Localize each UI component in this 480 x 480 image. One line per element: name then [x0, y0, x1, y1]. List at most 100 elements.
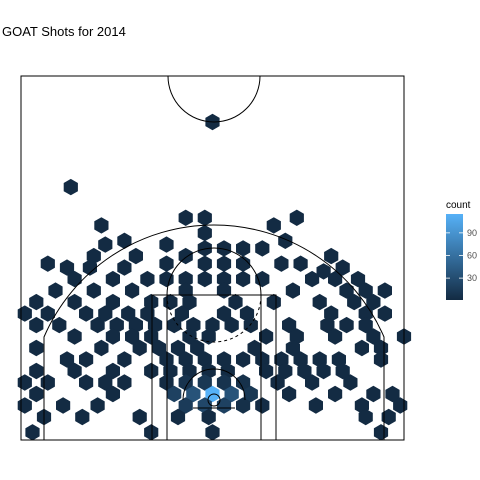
hex-bin: [385, 385, 400, 403]
hex-bin: [40, 305, 55, 322]
hex-bin: [243, 316, 258, 334]
hex-bin: [247, 339, 262, 357]
hex-bin: [105, 385, 120, 403]
legend-title: count: [446, 200, 471, 211]
hex-bin: [117, 374, 132, 391]
hex-bin: [328, 270, 343, 288]
hex-bin: [17, 374, 32, 391]
hex-bin: [236, 255, 251, 272]
hex-bin: [63, 178, 78, 196]
legend-tick-label: 60: [467, 250, 477, 260]
hex-bin: [236, 374, 251, 391]
hex-bin: [178, 374, 193, 391]
hex-bin: [236, 270, 251, 288]
hex-bin: [90, 316, 105, 334]
hex-bin: [316, 263, 331, 280]
hex-bin: [17, 397, 32, 414]
hex-bin: [324, 247, 339, 265]
hex-bin: [328, 385, 343, 403]
hex-bin: [105, 362, 120, 380]
hex-bin: [278, 232, 293, 249]
hex-bin: [358, 316, 373, 334]
hex-bin: [144, 424, 159, 441]
free-throw-circle-top: [166, 247, 262, 296]
hex-bin: [216, 240, 232, 257]
hex-bin: [79, 351, 94, 368]
hex-bin: [354, 339, 369, 357]
hex-bin: [121, 305, 136, 322]
legend-colorbar: [446, 214, 463, 300]
hex-bin: [40, 374, 55, 391]
hex-bin: [205, 424, 220, 441]
center-circle: [167, 75, 261, 123]
hex-bin: [216, 374, 232, 391]
hex-bin: [82, 259, 97, 276]
hex-bin: [373, 424, 389, 441]
hex-bin: [366, 328, 381, 345]
lane-inner: [166, 294, 262, 441]
hex-bin: [236, 240, 251, 257]
hex-bin: [377, 282, 392, 299]
hoop: [207, 393, 221, 407]
hex-bin: [305, 374, 320, 391]
hex-bin: [228, 293, 243, 311]
hex-bin: [224, 316, 239, 334]
hex-bin: [94, 339, 109, 357]
hex-bin: [105, 293, 120, 311]
hex-bin: [128, 247, 143, 265]
restricted-area-arc: [182, 368, 246, 401]
hex-bin: [236, 351, 251, 368]
hex-bin: [197, 209, 212, 226]
hex-bin: [216, 397, 232, 414]
hex-bin: [75, 408, 90, 426]
hexbin-layer: [17, 113, 412, 441]
hex-bin: [335, 259, 350, 276]
hex-bin: [132, 408, 147, 426]
free-throw-circle-bottom: [166, 294, 262, 343]
hex-bin: [29, 316, 44, 334]
hex-bin: [79, 374, 94, 391]
hex-bin: [178, 270, 193, 288]
hex-bin: [197, 224, 212, 242]
hex-bin: [282, 385, 297, 403]
hex-bin: [178, 397, 193, 414]
hex-bin: [308, 397, 323, 414]
hex-bin: [17, 305, 32, 322]
hex-bin: [86, 282, 101, 299]
hex-bin: [320, 316, 335, 334]
legend-ticks: 30 60 90: [446, 228, 477, 283]
hex-bin: [282, 316, 297, 334]
hex-bin: [377, 305, 392, 322]
hex-bin: [339, 316, 354, 334]
hex-bin: [59, 259, 75, 276]
hex-bin: [174, 305, 189, 322]
hex-bin: [105, 328, 120, 345]
hex-bin: [373, 351, 389, 368]
hex-bin: [339, 282, 354, 299]
hex-bin: [29, 385, 44, 403]
hex-bin: [94, 217, 109, 234]
chart-title: GOAT Shots for 2014: [2, 24, 126, 39]
hex-bin: [144, 362, 159, 380]
hex-bin: [197, 374, 212, 391]
hex-bin: [40, 255, 55, 272]
hex-bin: [117, 259, 132, 276]
hex-bin: [366, 385, 381, 403]
hex-bin: [316, 362, 331, 380]
hex-bin: [255, 240, 270, 257]
hex-bin: [90, 397, 105, 414]
hex-bin: [79, 305, 94, 322]
hex-bin: [67, 270, 82, 288]
hex-bin: [144, 328, 159, 345]
hex-bin: [347, 293, 362, 311]
hex-bin: [270, 374, 285, 391]
hex-bin: [151, 339, 166, 357]
hex-bin: [186, 385, 201, 403]
court-lines: [20, 75, 405, 441]
hex-bin: [197, 255, 212, 272]
hex-bin: [67, 362, 82, 380]
hex-bin: [140, 270, 155, 288]
hex-bin: [25, 424, 40, 441]
hex-bin: [266, 293, 281, 311]
